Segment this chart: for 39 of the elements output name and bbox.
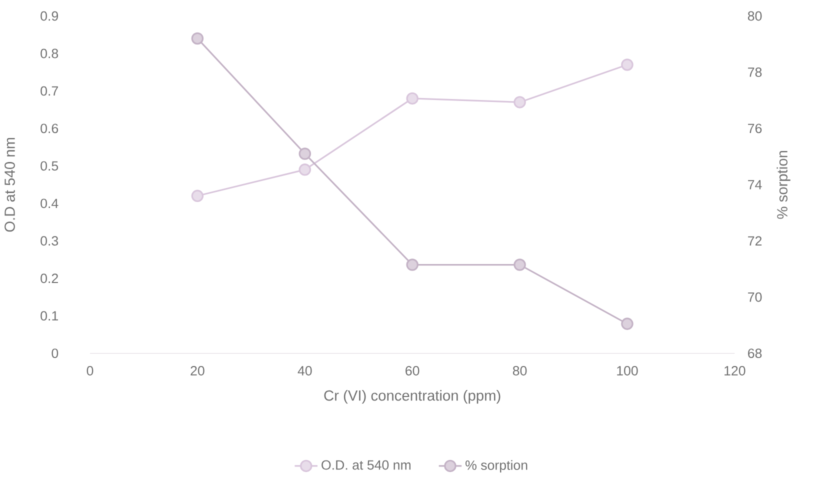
y-tick-label: 0.1 bbox=[40, 311, 58, 321]
x-tick-label: 60 bbox=[406, 366, 420, 376]
y2-tick-label: 76 bbox=[748, 124, 762, 134]
x-tick-label: 0 bbox=[86, 366, 94, 376]
x-tick-label: 120 bbox=[724, 366, 746, 376]
y-tick-label: 0.3 bbox=[40, 236, 58, 246]
y-axis-title: O.D at 540 nm bbox=[4, 138, 15, 232]
y2-tick-label: 72 bbox=[748, 236, 762, 246]
x-axis-title: Cr (VI) concentration (ppm) bbox=[324, 390, 500, 404]
point bbox=[298, 148, 312, 160]
point bbox=[406, 92, 418, 105]
y2-tick-label: 78 bbox=[748, 67, 762, 77]
y-tick-label: 0.6 bbox=[40, 124, 58, 134]
y2-tick-label: 80 bbox=[748, 11, 762, 21]
x-tick-label: 20 bbox=[190, 366, 204, 376]
point bbox=[514, 96, 526, 108]
y-tick-label: 0.5 bbox=[40, 161, 58, 171]
point bbox=[621, 58, 634, 71]
y-tick-label: 0.9 bbox=[40, 11, 58, 21]
y2-tick-label: 74 bbox=[748, 180, 762, 190]
legend-label: % sorption bbox=[466, 460, 528, 473]
point bbox=[298, 164, 312, 176]
y-tick-label: 0.4 bbox=[40, 198, 58, 208]
y2-tick-label: 68 bbox=[748, 348, 762, 358]
y-tick-label: 0.2 bbox=[40, 274, 58, 284]
point bbox=[191, 190, 204, 202]
point bbox=[191, 32, 204, 45]
legend-label: O.D. at 540 nm bbox=[322, 460, 410, 470]
y-tick-label: 0.7 bbox=[40, 86, 58, 96]
y2-tick-label: 70 bbox=[748, 292, 762, 302]
x-tick-label: 80 bbox=[512, 366, 527, 376]
x-tick-label: 40 bbox=[298, 366, 312, 376]
y-tick-label: 0.8 bbox=[40, 48, 58, 58]
y-tick-label: 0 bbox=[52, 348, 58, 358]
point bbox=[406, 258, 418, 271]
x-tick-label: 100 bbox=[617, 366, 638, 376]
y2-axis-title: % sorption bbox=[776, 150, 790, 219]
point bbox=[514, 258, 526, 271]
point bbox=[621, 318, 634, 330]
